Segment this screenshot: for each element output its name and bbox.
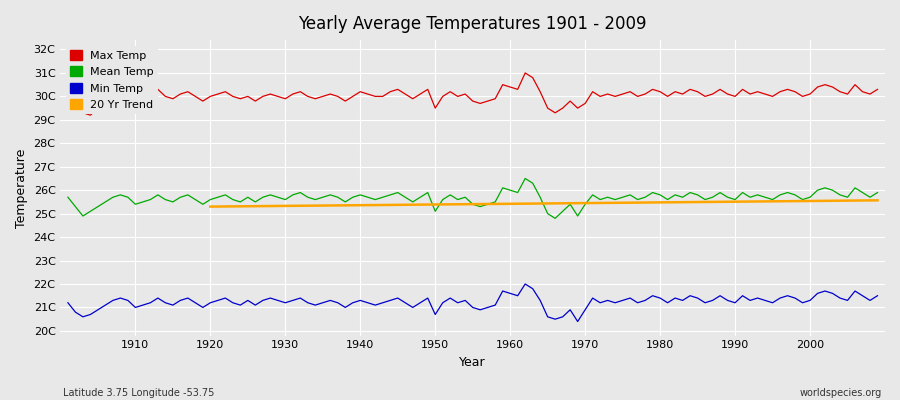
Text: Latitude 3.75 Longitude -53.75: Latitude 3.75 Longitude -53.75 xyxy=(63,388,214,398)
X-axis label: Year: Year xyxy=(459,356,486,369)
Text: worldspecies.org: worldspecies.org xyxy=(800,388,882,398)
Legend: Max Temp, Mean Temp, Min Temp, 20 Yr Trend: Max Temp, Mean Temp, Min Temp, 20 Yr Tre… xyxy=(66,46,158,114)
Y-axis label: Temperature: Temperature xyxy=(15,148,28,228)
Title: Yearly Average Temperatures 1901 - 2009: Yearly Average Temperatures 1901 - 2009 xyxy=(299,15,647,33)
